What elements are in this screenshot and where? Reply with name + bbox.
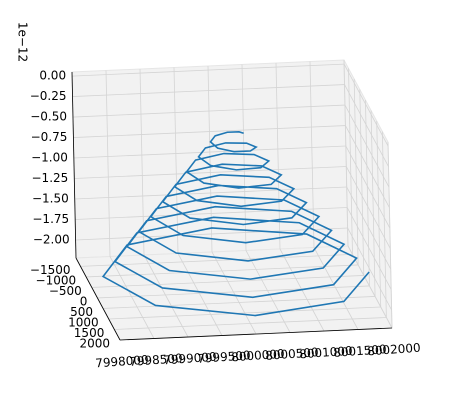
grid-line bbox=[346, 186, 392, 270]
z-tick-label: −0.25 bbox=[30, 89, 67, 103]
y-tick-label: 1000 bbox=[68, 315, 99, 329]
y-tick-label: 0 bbox=[80, 294, 88, 308]
grid-line bbox=[91, 275, 364, 288]
grid-line bbox=[72, 63, 345, 77]
grid-line bbox=[86, 264, 359, 278]
grid-line bbox=[177, 253, 223, 336]
grid-line bbox=[359, 89, 365, 276]
grid-line bbox=[275, 62, 281, 250]
grid-line bbox=[245, 250, 291, 333]
grid-line bbox=[109, 256, 155, 339]
axis-line bbox=[119, 327, 393, 341]
grid-line bbox=[346, 207, 392, 290]
grid-line bbox=[387, 141, 393, 329]
x-tick-label: 8000000 bbox=[231, 347, 285, 365]
z-tick-label: −1.25 bbox=[32, 171, 69, 185]
grid-line bbox=[74, 166, 347, 179]
x-tick-label: 8002000 bbox=[367, 341, 421, 359]
grid-line bbox=[381, 131, 387, 318]
spiral-line bbox=[101, 131, 370, 317]
grid-line bbox=[345, 166, 391, 249]
grid-line bbox=[72, 84, 345, 97]
grid-line bbox=[105, 70, 111, 257]
z-tick-label: −1.75 bbox=[32, 212, 69, 226]
x-tick-label: 8001500 bbox=[333, 342, 387, 360]
grid-line bbox=[345, 125, 390, 208]
grid-line bbox=[73, 145, 346, 159]
x-tick-label: 8000500 bbox=[265, 345, 319, 363]
x-tick-label: 7999500 bbox=[197, 348, 251, 366]
grid-line bbox=[73, 125, 346, 138]
grid-line bbox=[365, 99, 370, 286]
z-tick-label: 0.00 bbox=[39, 69, 66, 83]
grid-line bbox=[344, 84, 389, 167]
grid-line bbox=[370, 110, 376, 297]
grid-line bbox=[74, 186, 347, 200]
grid-line bbox=[75, 227, 348, 241]
y-tick-label: −1500 bbox=[30, 263, 71, 277]
grid-line bbox=[97, 285, 370, 299]
z-tick-label: −0.50 bbox=[30, 110, 67, 124]
grid-line bbox=[143, 254, 189, 338]
x-tick-label: 7998500 bbox=[129, 351, 183, 369]
y-tick-label: 500 bbox=[70, 305, 93, 319]
grid-line bbox=[313, 247, 359, 330]
x-tick-label: 7998000 bbox=[95, 353, 149, 371]
grid-line bbox=[114, 317, 387, 330]
grid-line bbox=[72, 104, 345, 118]
grid-line bbox=[348, 68, 353, 255]
z-tick-label: −1.00 bbox=[31, 151, 68, 165]
grid-line bbox=[173, 67, 179, 254]
z-tick-label: −1.50 bbox=[32, 192, 69, 206]
grid-line bbox=[347, 227, 392, 311]
y-tick-label: −500 bbox=[49, 284, 82, 298]
y-tick-label: −1000 bbox=[36, 273, 77, 287]
grid-line bbox=[108, 306, 381, 320]
z-tick-label: −0.75 bbox=[31, 130, 68, 144]
y-tick-label: 1500 bbox=[74, 326, 105, 340]
grid-line bbox=[345, 145, 391, 229]
grid-line bbox=[376, 120, 382, 307]
axis-line bbox=[75, 257, 121, 341]
offset-label: 1e−12 bbox=[16, 22, 30, 62]
grid-line bbox=[343, 63, 389, 147]
x-tick-label: 8001000 bbox=[299, 344, 353, 362]
y-tick-label: 2000 bbox=[79, 337, 110, 351]
grid-line bbox=[211, 251, 257, 335]
grid-line bbox=[309, 61, 315, 248]
grid-line bbox=[343, 59, 349, 247]
grid-line bbox=[75, 207, 348, 220]
z-tick-label: −2.00 bbox=[33, 232, 70, 246]
grid-line bbox=[353, 78, 359, 265]
grid-line bbox=[344, 104, 390, 188]
x-tick-label: 7999000 bbox=[163, 350, 217, 368]
grid-line bbox=[80, 254, 353, 267]
grid-line bbox=[103, 296, 376, 309]
axis-line bbox=[71, 71, 77, 259]
